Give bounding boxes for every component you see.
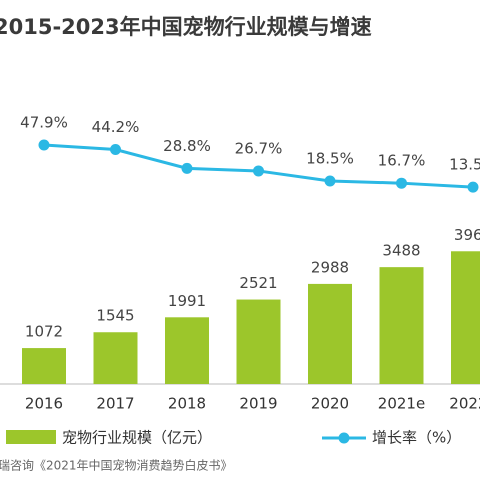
x-tick-label: 2018 xyxy=(168,395,206,413)
line-value-label: 13.5% xyxy=(449,156,480,174)
bar-value-label: 1545 xyxy=(96,307,134,325)
bar xyxy=(93,332,138,384)
bar xyxy=(308,283,352,384)
x-tick-label: 2019 xyxy=(239,395,277,413)
bar xyxy=(22,348,66,384)
source: 艾瑞咨询《2021年中国宠物消费趋势白皮书》 xyxy=(0,458,233,473)
bar-value-label: 1991 xyxy=(168,292,206,310)
x-tick-label: 2016 xyxy=(25,395,63,413)
line-point xyxy=(253,165,264,177)
bar-value-label: 2988 xyxy=(311,258,349,276)
line-point xyxy=(38,139,50,151)
legend-label: 增长率（%） xyxy=(372,429,461,447)
bar xyxy=(379,267,424,384)
line-value-label: 18.5% xyxy=(306,149,354,167)
line-value-label: 16.7% xyxy=(378,152,426,170)
legend-swatch xyxy=(338,432,350,444)
chart-title: 2015-2023年中国宠物行业规模与增速 xyxy=(0,15,372,39)
bar-value-label: 2521 xyxy=(239,274,277,292)
bar-value-label: 3488 xyxy=(382,242,420,260)
x-tick-label: 2017 xyxy=(96,395,134,413)
legend-swatch xyxy=(6,430,56,444)
line-point xyxy=(324,175,336,187)
x-tick-label: 2022e xyxy=(449,395,480,413)
bar xyxy=(165,317,209,384)
line-point xyxy=(110,144,121,156)
line-point xyxy=(396,177,407,189)
line-value-label: 44.2% xyxy=(92,118,140,136)
bar-value-label: 3962 xyxy=(454,226,480,244)
bar xyxy=(451,251,480,384)
line-point xyxy=(467,181,479,193)
x-tick-label: 2021e xyxy=(378,395,425,413)
legend-label: 宠物行业规模（亿元） xyxy=(62,429,212,447)
line-value-label: 26.7% xyxy=(235,139,283,157)
bar-value-label: 1072 xyxy=(25,323,63,341)
line-value-label: 28.8% xyxy=(163,137,211,155)
bar xyxy=(236,299,281,384)
line-value-label: 47.9% xyxy=(20,114,68,132)
x-tick-label: 2020 xyxy=(311,395,349,413)
line-point xyxy=(181,162,193,174)
